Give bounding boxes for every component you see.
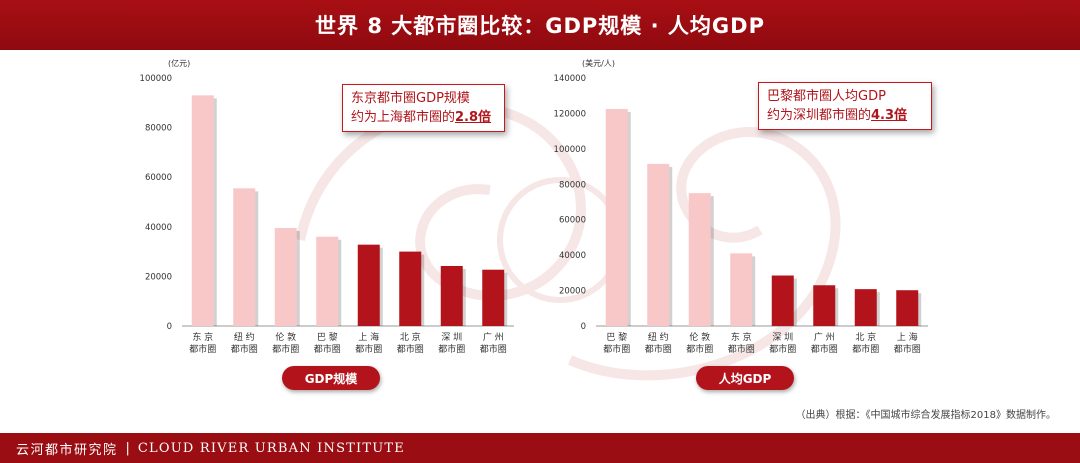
- x-tick-label-sub: 都市圈: [397, 343, 424, 355]
- per-capita-label: 人均GDP: [696, 366, 794, 390]
- footer-brand-en: CLOUD RIVER URBAN INSTITUTE: [137, 440, 405, 456]
- x-tick-label: 深 圳: [772, 332, 793, 343]
- x-tick-label-sub: 都市圈: [686, 343, 713, 355]
- x-tick-label: 广 州: [814, 331, 835, 343]
- bar: [688, 193, 711, 326]
- bar: [854, 289, 877, 326]
- y-tick-label: 20000: [145, 272, 172, 282]
- callout-line1: 东京都市圈GDP规模: [351, 91, 470, 106]
- footer-brand-cn: 云河都市研究院: [16, 442, 118, 458]
- bar: [482, 269, 505, 326]
- gdp-per-capita-chart: (美元/人) 0 20000 40000 60000 80000 100000 120000 1…: [554, 58, 928, 355]
- x-tick-label: 北 京: [855, 331, 876, 343]
- x-tick-label-sub: 都市圈: [272, 343, 299, 355]
- callout-highlight: 4.3倍: [871, 108, 908, 123]
- x-tick-label: 广 州: [483, 331, 504, 343]
- y-tick-label: 0: [581, 322, 586, 332]
- x-tick-label-sub: 都市圈: [438, 343, 465, 355]
- x-tick-label: 上 海: [897, 331, 918, 343]
- x-tick-label: 巴 黎: [606, 331, 627, 343]
- x-tick-label: 北 京: [400, 331, 421, 343]
- x-tick-label: 伦 敦: [275, 331, 296, 343]
- callout-line2-text: 约为上海都市圈的: [351, 110, 456, 125]
- x-tick-label-sub: 都市圈: [852, 343, 879, 355]
- callout-line2: 约为上海都市圈的2.8倍: [351, 108, 496, 127]
- y-axis-unit: (亿元): [168, 58, 190, 68]
- y-tick-label: 0: [167, 322, 172, 332]
- x-tick-label: 东 京: [192, 331, 213, 343]
- y-tick-label: 80000: [559, 180, 586, 190]
- x-tick-label-sub: 都市圈: [645, 343, 672, 355]
- callout-line2-text: 约为深圳都市圈的: [767, 108, 872, 123]
- bar: [813, 285, 836, 326]
- x-tick-label-sub: 都市圈: [355, 343, 382, 355]
- footer-separator: |: [125, 440, 130, 456]
- x-tick-label: 伦 敦: [689, 331, 710, 343]
- footer-bar: 云河都市研究院 | CLOUD RIVER URBAN INSTITUTE: [0, 433, 1080, 463]
- x-tick-label: 上 海: [358, 331, 379, 343]
- x-tick-label-sub: 都市圈: [894, 343, 921, 355]
- bar: [440, 265, 463, 326]
- y-tick-label: 80000: [145, 124, 172, 134]
- x-tick-label: 纽 约: [234, 331, 255, 343]
- bar: [357, 244, 380, 326]
- per-capita-callout: 巴黎都市圈人均GDP 约为深圳都市圈的4.3倍: [758, 82, 932, 130]
- y-tick-label: 20000: [559, 287, 586, 297]
- x-tick-label-sub: 都市圈: [314, 343, 341, 355]
- bar: [316, 236, 339, 326]
- y-tick-label: 120000: [554, 109, 586, 119]
- x-tick-label: 深 圳: [441, 332, 462, 343]
- callout-highlight: 2.8倍: [455, 110, 492, 125]
- y-axis-unit: (美元/人): [582, 58, 615, 68]
- callout-line1: 巴黎都市圈人均GDP: [767, 89, 886, 104]
- x-tick-label-sub: 都市圈: [769, 343, 796, 355]
- title-banner: 世界 8 大都市圈比较：GDP规模 · 人均GDP: [0, 0, 1080, 50]
- bar: [191, 95, 214, 326]
- x-tick-label-sub: 都市圈: [811, 343, 838, 355]
- y-tick-label: 60000: [145, 173, 172, 183]
- callout-line2: 约为深圳都市圈的4.3倍: [767, 106, 923, 125]
- x-tick-label-sub: 都市圈: [603, 343, 630, 355]
- y-tick-label: 100000: [554, 145, 586, 155]
- source-note: （出典）根据：《中国城市综合发展指标2018》数据制作。: [795, 410, 1056, 421]
- y-tick-label: 60000: [559, 216, 586, 226]
- gdp-scale-callout: 东京都市圈GDP规模 约为上海都市圈的2.8倍: [342, 84, 505, 132]
- bar: [605, 109, 628, 326]
- x-tick-label-sub: 都市圈: [480, 343, 507, 355]
- y-tick-label: 40000: [559, 251, 586, 261]
- bar: [274, 228, 297, 326]
- bar: [647, 163, 670, 326]
- x-tick-label: 巴 黎: [317, 331, 338, 343]
- bar: [399, 251, 422, 326]
- y-tick-label: 40000: [145, 223, 172, 233]
- bar: [233, 188, 256, 326]
- bar: [896, 290, 919, 326]
- x-tick-label: 纽 约: [648, 331, 669, 343]
- x-tick-label: 东 京: [731, 331, 752, 343]
- y-tick-label: 140000: [554, 74, 586, 84]
- x-tick-label-sub: 都市圈: [231, 343, 258, 355]
- x-tick-label-sub: 都市圈: [189, 343, 216, 355]
- x-tick-label-sub: 都市圈: [728, 343, 755, 355]
- bar: [771, 275, 794, 326]
- page-title: 世界 8 大都市圈比较：GDP规模 · 人均GDP: [315, 14, 765, 38]
- bar: [730, 253, 753, 326]
- y-tick-label: 100000: [140, 74, 172, 84]
- gdp-scale-label: GDP规模: [282, 366, 380, 390]
